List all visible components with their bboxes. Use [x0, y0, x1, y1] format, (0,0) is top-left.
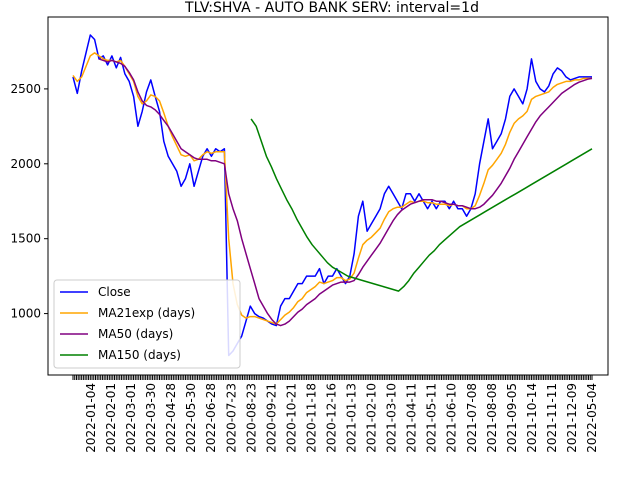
- x-axis: 2022-01-04 2022-02-01 2022-03-01 2022-03-30…: [72, 375, 599, 453]
- legend-label: MA150 (days): [98, 348, 181, 362]
- legend-label: MA21exp (days): [98, 306, 195, 320]
- series-line-3: [250, 118, 593, 292]
- x-tick-label: 2021-02-10: [365, 383, 379, 453]
- x-tick-label: 2022-01-04: [84, 383, 98, 453]
- x-tick-label: 2021-04-11: [405, 383, 419, 453]
- x-tick-label: 2022-02-01: [104, 383, 118, 453]
- x-tick-label: 2020-07-23: [224, 383, 238, 453]
- x-tick-label: 2020-08-23: [244, 383, 258, 453]
- y-tick-label: 1500: [10, 232, 41, 246]
- x-tick-label: 2021-06-10: [445, 383, 459, 453]
- plot-frame: [47, 16, 609, 376]
- x-tick-label: 2020-10-21: [284, 383, 298, 453]
- x-tick-label: 2021-03-10: [385, 383, 399, 453]
- x-tick-label: 2021-01-13: [345, 383, 359, 453]
- x-tick-label: 2021-09-05: [505, 383, 519, 453]
- x-tick-label: 2020-12-16: [324, 383, 338, 453]
- y-axis: 1000 1500 2000 2500: [10, 82, 48, 321]
- y-tick-label: 1000: [10, 307, 41, 321]
- x-tick-label: 2022-03-01: [124, 383, 138, 453]
- x-tick-label: 2022-04-28: [164, 383, 178, 453]
- y-tick-label: 2000: [10, 157, 41, 171]
- y-tick-label: 2500: [10, 82, 41, 96]
- x-tick-label: 2021-10-14: [525, 383, 539, 453]
- x-tick-label: 2022-05-30: [184, 383, 198, 453]
- series-line-1: [72, 52, 592, 325]
- x-tick-label: 2021-08-08: [485, 383, 499, 453]
- x-tick-label: 2021-07-08: [465, 383, 479, 453]
- legend-label: MA50 (days): [98, 327, 173, 341]
- x-tick-label: 2022-03-30: [144, 383, 158, 453]
- chart-title: TLV:SHVA - AUTO BANK SERV: interval=1d: [184, 0, 479, 16]
- x-tick-label: 2021-05-11: [425, 383, 439, 453]
- legend-box: [53, 279, 241, 369]
- x-tick-label: 2020-09-21: [264, 383, 278, 453]
- x-tick-label: 2021-11-11: [545, 383, 559, 453]
- series-line-2: [98, 58, 593, 327]
- x-tick-label: 2022-06-28: [204, 383, 218, 453]
- legend: Close MA21exp (days) MA50 (days) MA150 (day…: [53, 279, 241, 369]
- x-tick-label: 2020-11-18: [304, 383, 318, 453]
- x-tick-label: 2022-05-04: [585, 383, 599, 453]
- legend-label: Close: [98, 285, 131, 299]
- series-line-0: [72, 34, 592, 357]
- plot-lines: [72, 34, 593, 357]
- x-tick-label: 2021-12-09: [565, 383, 579, 453]
